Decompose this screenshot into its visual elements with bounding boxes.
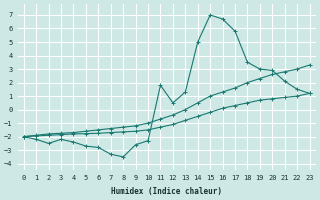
X-axis label: Humidex (Indice chaleur): Humidex (Indice chaleur) [111,187,222,196]
